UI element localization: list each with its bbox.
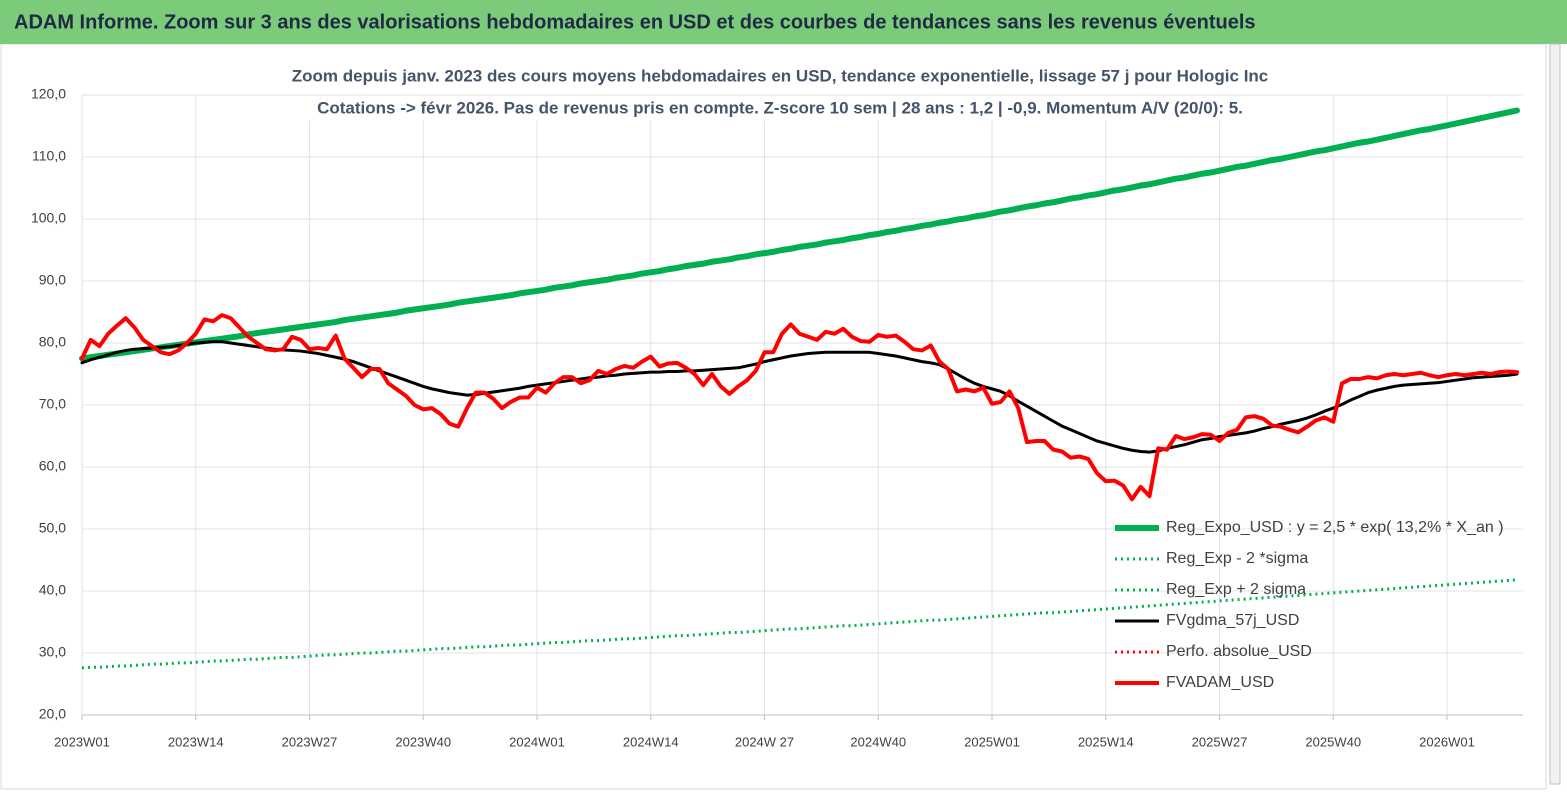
y-tick-label: 100,0 xyxy=(31,210,66,226)
x-tick-label: 2023W01 xyxy=(54,734,110,749)
y-tick-label: 60,0 xyxy=(39,458,66,474)
x-tick-label: 2025W40 xyxy=(1305,734,1361,749)
y-tick-label: 120,0 xyxy=(31,86,66,102)
y-tick-label: 40,0 xyxy=(39,582,66,598)
legend-label: Reg_Exp + 2 sigma xyxy=(1166,581,1306,598)
x-tick-label: 2024W01 xyxy=(509,734,565,749)
y-tick-label: 30,0 xyxy=(39,644,66,660)
chart-subtitle: Zoom depuis janv. 2023 des cours moyens … xyxy=(292,66,1269,85)
legend-label: Perfo. absolue_USD xyxy=(1166,643,1312,660)
overlay: Zoom depuis janv. 2023 des cours moyens … xyxy=(281,63,1504,691)
legend-label: Reg_Exp - 2 *sigma xyxy=(1166,550,1308,567)
title-bar xyxy=(0,0,1567,44)
x-tick-label: 2024W 27 xyxy=(735,734,794,749)
x-tick-label: 2025W01 xyxy=(964,734,1020,749)
y-tick-label: 110,0 xyxy=(32,148,66,164)
y-tick-label: 20,0 xyxy=(39,706,66,722)
x-tick-label: 2023W40 xyxy=(395,734,451,749)
x-tick-label: 2025W14 xyxy=(1078,734,1134,749)
x-tick-label: 2025W27 xyxy=(1192,734,1248,749)
y-tick-label: 50,0 xyxy=(39,520,66,536)
series-line xyxy=(80,313,1519,502)
subtitle-background xyxy=(281,63,1279,89)
x-tick-label: 2023W27 xyxy=(282,734,338,749)
legend-label: FVgdma_57j_USD xyxy=(1166,612,1299,629)
legend-label: Reg_Expo_USD : y = 2,5 * exp( 13,2% * X_… xyxy=(1166,519,1504,536)
y-tick-label: 90,0 xyxy=(39,272,66,288)
chart-frame xyxy=(0,43,1547,790)
chart-title: ADAM Informe. Zoom sur 3 ans des valoris… xyxy=(14,11,1256,33)
plot-area xyxy=(79,107,1520,670)
x-tick-label: 2024W14 xyxy=(623,734,679,749)
legend-label: FVADAM_USD xyxy=(1166,674,1274,691)
series-line xyxy=(79,107,1520,362)
chart-subtitle: Cotations -> févr 2026. Pas de revenus p… xyxy=(317,98,1243,117)
x-tick-label: 2023W14 xyxy=(168,734,224,749)
legend: Reg_Expo_USD : y = 2,5 * exp( 13,2% * X_… xyxy=(1115,519,1504,691)
grid: 20,0 30,0 40,0 50,0 60,0 70,0 80,0 90,0 100,0 110… xyxy=(31,86,1523,749)
y-tick-label: 80,0 xyxy=(39,334,66,350)
x-tick-label: 2024W40 xyxy=(850,734,906,749)
subtitle-background xyxy=(307,95,1253,121)
scroll-edge xyxy=(1549,43,1561,785)
x-tick-label: 2026W01 xyxy=(1419,734,1475,749)
y-tick-label: 70,0 xyxy=(39,396,66,412)
